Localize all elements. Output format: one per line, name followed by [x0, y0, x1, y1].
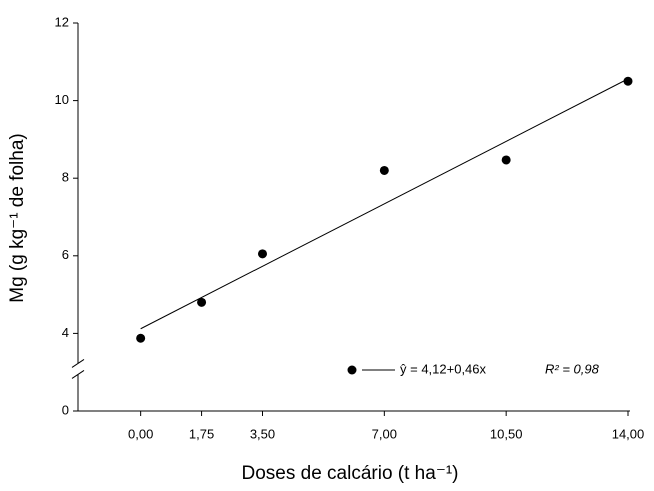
legend-label: ŷ = 4,12+0,46x [400, 361, 487, 376]
y-tick-label: 6 [62, 247, 69, 262]
legend-marker [347, 365, 357, 375]
point [623, 76, 633, 86]
x-tick-label: 10,50 [490, 426, 523, 441]
x-tick-label: 1,75 [189, 426, 214, 441]
r2-label: R² = 0,98 [545, 361, 600, 376]
y-tick-label: 8 [62, 170, 69, 185]
axis-break [71, 358, 85, 368]
point [379, 165, 389, 175]
trend-line [140, 78, 629, 330]
y-tick-label: 12 [55, 14, 69, 29]
y-axis-label: Mg (g kg⁻¹ de folha) [7, 133, 28, 303]
x-axis-label: Doses de calcário (t ha⁻¹) [242, 463, 459, 484]
y-tick-label: 4 [62, 325, 69, 340]
point [197, 297, 207, 307]
point [501, 155, 511, 165]
x-tick-label: 0,00 [128, 426, 153, 441]
point [257, 249, 267, 259]
y-tick-label: 0 [62, 402, 69, 417]
x-tick-label: 3,50 [250, 426, 275, 441]
y-tick-label: 10 [55, 92, 69, 107]
x-tick-label: 14,00 [612, 426, 645, 441]
x-tick-label: 7,00 [372, 426, 397, 441]
point [136, 333, 146, 343]
axis-break [71, 369, 85, 379]
